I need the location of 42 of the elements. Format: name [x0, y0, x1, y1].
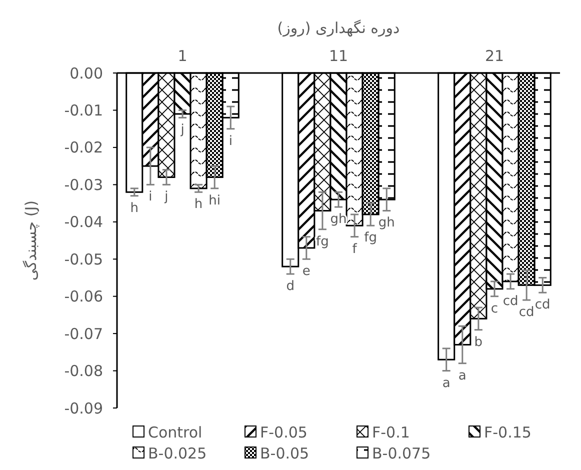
- data-label: j: [164, 190, 168, 205]
- x-tick-label: 21: [484, 47, 504, 65]
- data-label: a: [458, 368, 466, 384]
- y-axis-title: چسبندگی (J): [22, 200, 40, 281]
- data-label: i: [228, 134, 232, 149]
- x-tick-label: 11: [328, 47, 348, 65]
- y-tick-label: -0.09: [64, 399, 103, 418]
- data-label: c: [490, 301, 498, 316]
- y-tick-label: -0.02: [64, 138, 103, 157]
- data-label: fg: [364, 230, 378, 246]
- data-label: cd: [534, 298, 550, 313]
- data-label: h: [130, 200, 139, 216]
- y-tick-label: -0.05: [64, 250, 103, 268]
- data-label: d: [286, 279, 294, 294]
- x-tick-label: 1: [178, 47, 188, 65]
- data-label: b: [474, 334, 483, 350]
- legend-label: F-0.05: [260, 423, 308, 442]
- data-label: gh: [378, 216, 395, 231]
- y-tick-label: -0.06: [64, 288, 103, 306]
- data-label: f: [352, 242, 358, 257]
- y-tick-label: -0.01: [64, 101, 103, 120]
- legend-label: B-0.075: [372, 444, 431, 462]
- data-label: i: [148, 190, 152, 205]
- y-tick-label: -0.04: [64, 213, 103, 232]
- data-label: j: [180, 122, 184, 138]
- data-label: h: [194, 197, 203, 212]
- legend-label: F-0.1: [372, 423, 410, 442]
- data-label: a: [442, 376, 450, 391]
- data-label: cd: [502, 294, 518, 309]
- legend-label: B-0.025: [148, 444, 207, 462]
- data-label: fg: [316, 234, 329, 250]
- y-tick-label: -0.07: [64, 324, 103, 343]
- data-label: hi: [208, 193, 221, 208]
- y-tick-label: -0.03: [64, 176, 103, 194]
- legend-label: F-0.15: [484, 423, 532, 442]
- x-axis-title: دوره نگهداری (روز): [277, 19, 400, 37]
- y-tick-label: 0.00: [70, 64, 103, 82]
- y-tick-label: -0.08: [64, 362, 103, 380]
- legend-label: B-0.05: [260, 444, 310, 462]
- data-label: cd: [518, 305, 534, 320]
- data-label: e: [302, 264, 310, 280]
- legend-label: Control: [148, 423, 202, 442]
